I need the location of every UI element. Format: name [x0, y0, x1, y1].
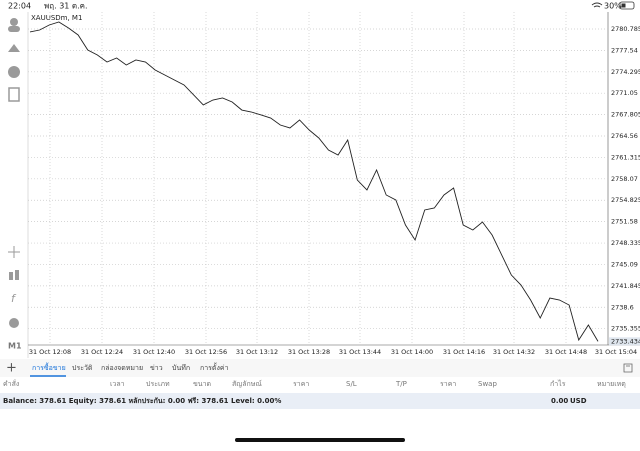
x-tick-label: 31 Oct 14:32: [493, 348, 535, 356]
summary-profit: 0.00: [551, 397, 568, 405]
tab[interactable]: การซื้อขาย: [32, 361, 66, 372]
last-price-box: [609, 337, 640, 346]
toolbar: f M1: [8, 18, 22, 351]
price-line: [29, 21, 599, 342]
summary-text: Balance: 378.61 Equity: 378.61 หลักประกั…: [3, 397, 281, 405]
y-tick-label: 2745.09: [611, 260, 638, 268]
wifi-icon: [591, 2, 603, 8]
tabs: การซื้อขาย ประวัติ กล่องจดหมาย ข่าว บันทึก กา…: [30, 361, 229, 377]
x-tick-label: 31 Oct 13:12: [236, 348, 278, 356]
column-header: เวลา: [110, 380, 125, 388]
tool-trade[interactable]: [8, 44, 20, 52]
tab[interactable]: ข่าว: [150, 364, 163, 372]
y-tick-label: 2761.315: [611, 153, 640, 161]
column-header: S/L: [346, 380, 357, 388]
column-header: ประเภท: [146, 380, 170, 388]
home-indicator: [235, 438, 405, 442]
tool-candles-2: [15, 270, 19, 280]
column-header: ขนาด: [193, 380, 211, 388]
tool-indicators[interactable]: f: [11, 292, 17, 305]
x-tick-label: 31 Oct 12:24: [81, 348, 123, 356]
column-header: กำไร: [550, 379, 566, 388]
y-tick-label: 2774.295: [611, 68, 640, 76]
last-price-label: 2733.434: [611, 337, 640, 345]
tool-account[interactable]: [10, 18, 18, 26]
column-header: หมายเหตุ: [597, 380, 626, 388]
add-button[interactable]: +: [6, 361, 17, 376]
summary-currency: USD: [570, 397, 587, 405]
tool-timeframe[interactable]: M1: [8, 342, 22, 351]
column-header: ราคา: [440, 380, 456, 388]
y-tick-label: 2764.56: [611, 132, 638, 140]
x-tick-label: 31 Oct 14:16: [443, 348, 485, 356]
y-tick-label: 2758.07: [611, 175, 638, 183]
tool-account-body: [8, 26, 20, 32]
y-tick-label: 2748.335: [611, 239, 640, 247]
x-tick-label: 31 Oct 12:40: [133, 348, 175, 356]
status-battery: 30%: [604, 2, 622, 11]
tab-bar: [0, 359, 640, 377]
tool-crosshair[interactable]: [8, 246, 20, 258]
y-tick-label: 2735.355: [611, 325, 640, 333]
x-tick-label: 31 Oct 14:00: [391, 348, 433, 356]
y-tick-label: 2771.05: [611, 89, 638, 97]
y-tick-label: 2738.6: [611, 303, 634, 311]
y-tick-label: 2754.825: [611, 196, 640, 204]
column-header: สัญลักษณ์: [232, 380, 262, 388]
tab[interactable]: บันทึก: [172, 363, 190, 372]
tab[interactable]: การตั้งค่า: [200, 361, 229, 372]
column-header: ราคา: [293, 380, 309, 388]
column-header: T/P: [395, 380, 407, 388]
tool-chat[interactable]: [8, 66, 20, 78]
battery-icon: [619, 1, 635, 10]
x-tick-label: 31 Oct 12:08: [29, 348, 71, 356]
column-header: คำสั่ง: [3, 379, 19, 388]
y-tick-label: 2751.58: [611, 218, 638, 226]
tool-objects[interactable]: [9, 318, 19, 328]
x-tick-label: 31 Oct 13:28: [288, 348, 330, 356]
chart-symbol: XAUUSDm, M1: [31, 14, 82, 22]
column-header: Swap: [478, 380, 497, 388]
chart: 2780.785 2777.54 2774.295 2771.05 2767.805 27…: [28, 12, 640, 356]
x-tick-label: 31 Oct 15:04: [595, 348, 637, 356]
y-tick-label: 2741.845: [611, 282, 640, 290]
panel-toggle[interactable]: [623, 363, 633, 373]
x-tick-label: 31 Oct 14:48: [545, 348, 587, 356]
tool-new[interactable]: [8, 87, 20, 102]
y-tick-label: 2780.785: [611, 25, 640, 33]
status-time: 22:04: [8, 2, 31, 11]
table-header: คำสั่ง เวลา ประเภท ขนาด สัญลักษณ์ ราคา S/L T/P ร…: [3, 379, 626, 388]
tab[interactable]: กล่องจดหมาย: [101, 364, 143, 372]
y-tick-label: 2777.54: [611, 46, 638, 54]
summary-row: [0, 393, 640, 409]
y-tick-label: 2767.805: [611, 111, 640, 119]
x-tick-label: 31 Oct 12:56: [185, 348, 227, 356]
tab[interactable]: ประวัติ: [72, 364, 93, 372]
tool-candles[interactable]: [9, 272, 13, 280]
status-date: พฤ. 31 ต.ค.: [44, 2, 88, 11]
x-tick-label: 31 Oct 13:44: [339, 348, 381, 356]
battery-level: [621, 3, 626, 8]
